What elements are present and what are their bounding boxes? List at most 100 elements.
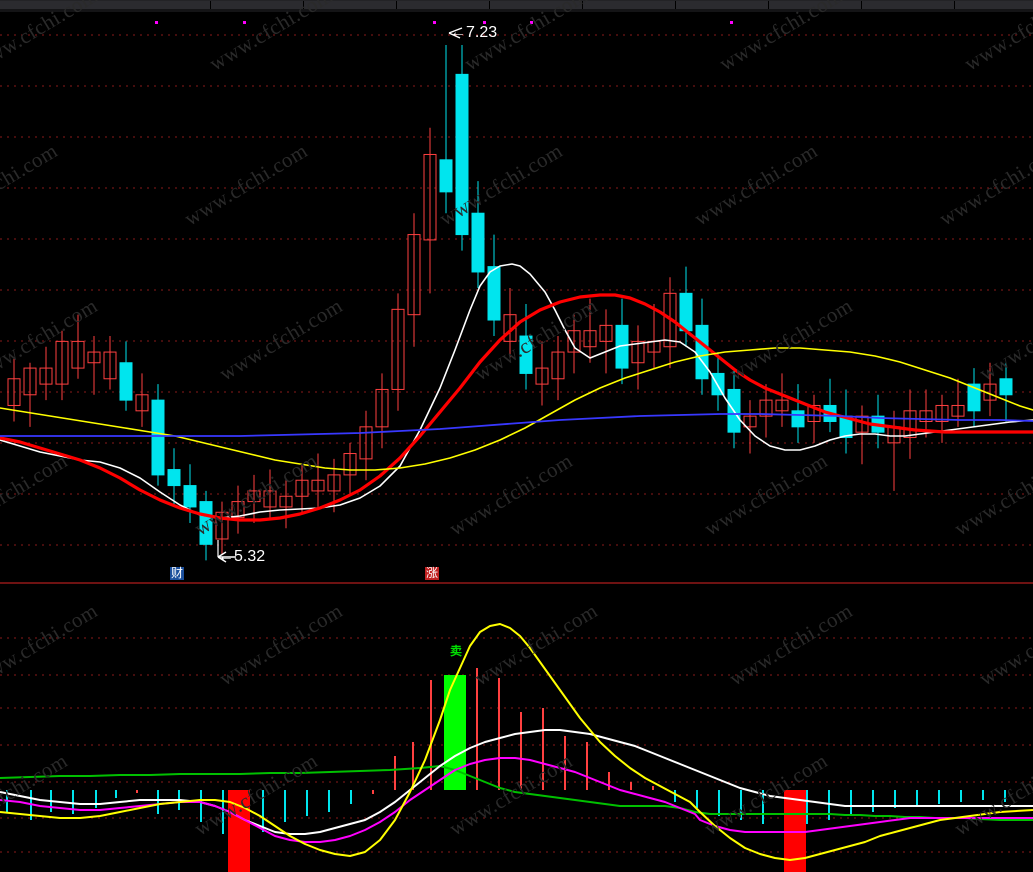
- candle-body: [551, 351, 565, 380]
- price-chart-svg: [0, 21, 1033, 563]
- candle-body: [359, 426, 373, 460]
- toolbar-underline: [0, 9, 1033, 12]
- indicator-line-green-upper: [0, 765, 1033, 821]
- candle-body: [119, 362, 133, 401]
- signal-block[interactable]: [444, 675, 466, 790]
- candle-body: [599, 324, 613, 342]
- indicator-bar: [200, 790, 202, 822]
- candle-body: [439, 159, 453, 193]
- candle-body: [407, 234, 421, 316]
- candle-body: [215, 511, 229, 540]
- indicator-line-magenta-mid: [0, 757, 1033, 843]
- indicator-bar: [372, 790, 374, 794]
- indicator-bar: [350, 790, 352, 804]
- ma-line-ma10: [0, 293, 1033, 522]
- toolbar-segment[interactable]: [769, 1, 862, 9]
- candle-body: [743, 415, 757, 428]
- candle-body: [791, 410, 805, 428]
- candle-body: [967, 383, 981, 412]
- high-arrow-icon: [448, 32, 461, 39]
- candle-body: [487, 266, 501, 321]
- candle-body: [183, 485, 197, 508]
- candle-body: [135, 394, 149, 412]
- sell-signal-marker: 卖: [450, 644, 463, 658]
- top-marker-dot: [730, 21, 733, 24]
- candle-body: [535, 367, 549, 385]
- candle-body: [615, 324, 629, 369]
- signal-block[interactable]: [228, 790, 250, 872]
- candle-body: [423, 153, 437, 241]
- toolbar-segment[interactable]: [583, 1, 676, 9]
- up-signal-marker: 涨: [425, 566, 440, 580]
- toolbar-segment[interactable]: [0, 1, 211, 9]
- candle-body: [327, 474, 341, 492]
- indicator-bar: [498, 678, 500, 790]
- indicator-bar: [740, 790, 742, 820]
- top-marker-dot: [433, 21, 436, 24]
- indicator-bar: [828, 790, 830, 820]
- candle-body: [23, 367, 37, 396]
- high-price-annotation: ←7.23: [450, 24, 498, 41]
- top-marker-dot: [243, 21, 246, 24]
- top-marker-dot: [530, 21, 533, 24]
- indicator-bar: [136, 790, 138, 793]
- indicator-bar: [806, 790, 808, 824]
- top-toolbar[interactable]: [0, 0, 1033, 12]
- toolbar-segment[interactable]: [304, 1, 397, 9]
- indicator-bar: [1004, 790, 1006, 802]
- toolbar-segment[interactable]: [862, 1, 955, 9]
- toolbar-segment[interactable]: [955, 1, 1033, 9]
- indicator-bar: [284, 790, 286, 822]
- candle-body: [903, 410, 917, 439]
- candle-body: [807, 404, 821, 422]
- candle-body: [567, 330, 581, 353]
- candle-body: [375, 388, 389, 428]
- toolbar-segment[interactable]: [490, 1, 583, 9]
- indicator-bar: [72, 790, 74, 814]
- indicator-bar: [476, 668, 478, 790]
- toolbar-segment[interactable]: [211, 1, 304, 9]
- price-chart-panel[interactable]: [0, 12, 1033, 582]
- indicator-bar: [850, 790, 852, 816]
- candle-body: [519, 335, 533, 374]
- candle-body: [999, 378, 1013, 396]
- indicator-bar: [894, 790, 896, 808]
- indicator-bar: [95, 790, 97, 808]
- indicator-bar: [520, 712, 522, 790]
- candle-body: [151, 399, 165, 476]
- indicator-chart-panel[interactable]: [0, 586, 1033, 872]
- candle-body: [311, 479, 325, 492]
- indicator-bar: [674, 790, 676, 802]
- indicator-bar: [222, 790, 224, 834]
- candle-body: [695, 324, 709, 380]
- candle-body: [103, 351, 117, 380]
- candle-body: [503, 314, 517, 342]
- panel-divider: [0, 582, 1033, 584]
- candle-body: [279, 495, 293, 508]
- candle-body: [167, 469, 181, 487]
- indicator-bar: [960, 790, 962, 802]
- candle-body: [935, 404, 949, 422]
- ma-line-ma5: [0, 263, 1033, 519]
- indicator-bar: [696, 790, 698, 808]
- candle-body: [583, 330, 597, 348]
- candle-body: [471, 212, 485, 273]
- indicator-bar: [586, 742, 588, 790]
- candle-body: [71, 340, 85, 369]
- candle-body: [263, 490, 277, 508]
- indicator-bar: [652, 786, 654, 790]
- high-arrow-icon: [448, 27, 463, 34]
- indicator-bar: [916, 790, 918, 806]
- top-marker-dot: [155, 21, 158, 24]
- toolbar-segment[interactable]: [397, 1, 490, 9]
- candle-body: [231, 501, 245, 519]
- candle-body: [951, 404, 965, 417]
- candle-body: [343, 453, 357, 476]
- indicator-line-yellow-slow: [0, 623, 1033, 861]
- indicator-bar: [115, 790, 117, 798]
- low-arrow-icon: [217, 551, 227, 558]
- indicator-bar: [608, 772, 610, 790]
- buy-signal-marker: 财: [170, 566, 185, 580]
- indicator-bar: [762, 790, 764, 824]
- toolbar-segment[interactable]: [676, 1, 769, 9]
